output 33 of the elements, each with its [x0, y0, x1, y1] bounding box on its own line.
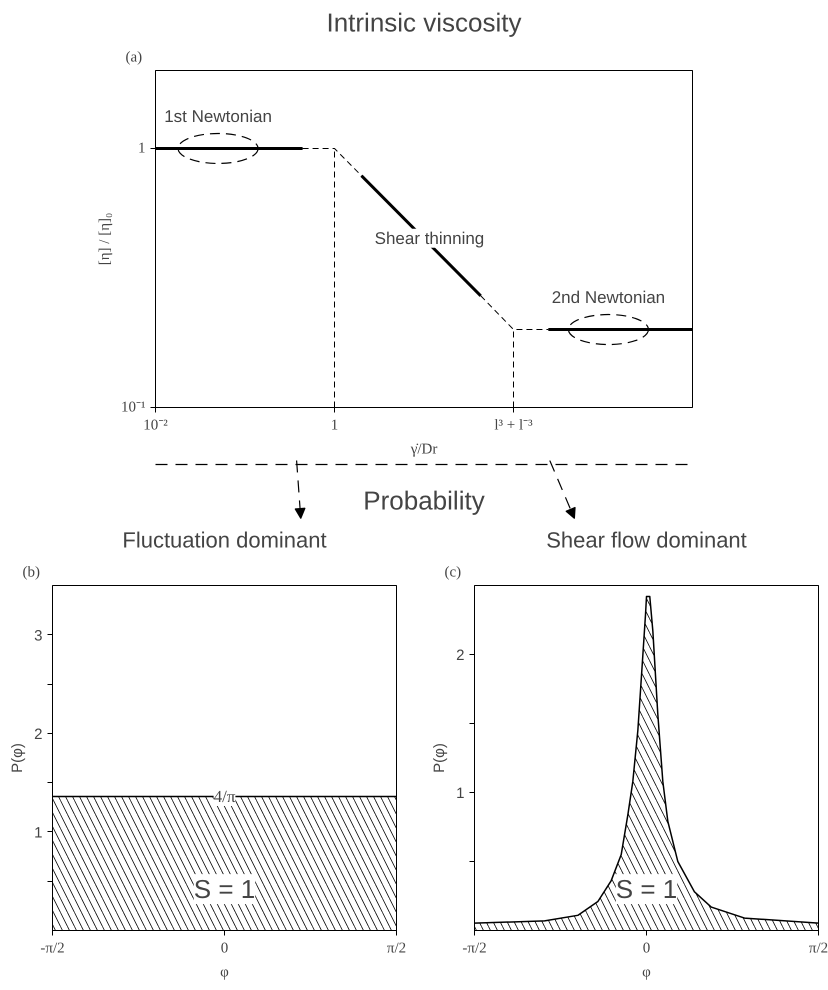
y-axis-title: P(φ) — [9, 743, 26, 773]
text: Probability — [363, 486, 485, 516]
y-axis-title: [η] / [η]₀ — [97, 212, 114, 266]
x-tick-label: 1 — [330, 418, 338, 434]
x-tick-label: 0 — [642, 940, 650, 956]
chart-title: Intrinsic viscosity — [326, 8, 522, 38]
x-tick-label: l³ + l⁻³ — [494, 418, 534, 434]
annotation: S = 1 — [194, 874, 256, 904]
text: (a) — [126, 50, 142, 66]
annotation: 2nd Newtonian — [552, 288, 666, 308]
x-tick-label: -π/2 — [462, 940, 487, 956]
annotation: 4/π — [214, 786, 236, 806]
x-tick-label: π/2 — [808, 940, 828, 956]
annotation: 1st Newtonian — [164, 106, 272, 126]
x-axis-title: φ — [220, 964, 230, 980]
y-tick-label: 3 — [34, 627, 42, 644]
text: (b) — [22, 564, 40, 580]
chart-title: Shear flow dominant — [546, 528, 747, 552]
annotation: S = 1 — [616, 874, 678, 904]
y-tick-label: 2 — [456, 647, 464, 664]
y-tick-label: 1 — [34, 824, 42, 842]
x-axis-title: γ̇/Dr — [410, 442, 438, 458]
x-tick-label: π/2 — [386, 940, 406, 956]
x-tick-label: 10⁻² — [143, 418, 168, 434]
x-tick-label: 0 — [220, 940, 228, 956]
y-tick-label: 2 — [34, 726, 42, 743]
text: (c) — [444, 564, 462, 580]
x-tick-label: -π/2 — [40, 940, 65, 956]
x-axis-title: φ — [642, 964, 652, 980]
y-axis-title: P(φ) — [431, 743, 448, 773]
chart-title: Fluctuation dominant — [122, 528, 327, 552]
annotation: Shear thinning — [374, 228, 484, 248]
y-tick-label: 10⁻¹ — [121, 400, 146, 416]
